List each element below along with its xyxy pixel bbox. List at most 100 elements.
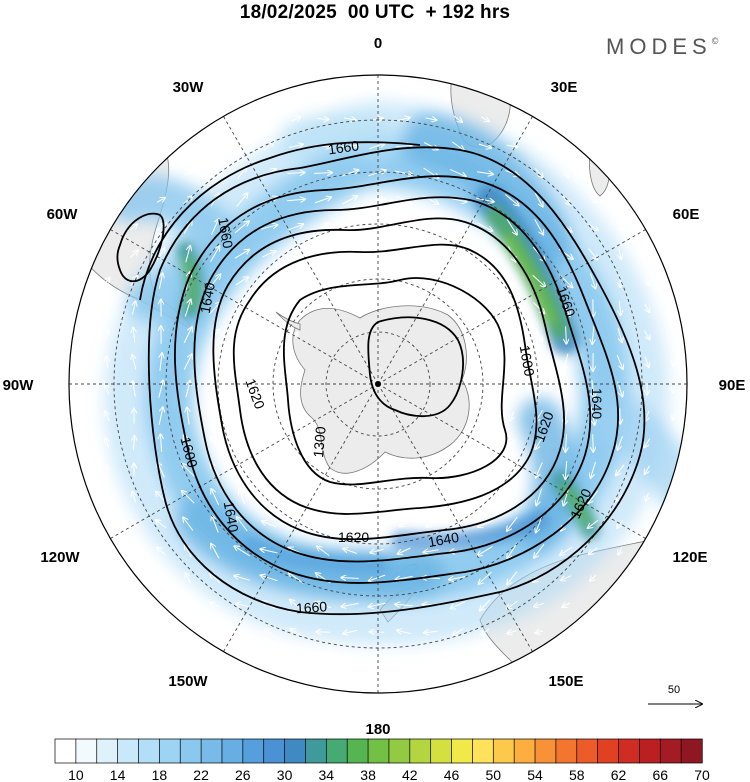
wind-arrow [341, 170, 359, 177]
wind-arrow [399, 253, 408, 256]
colorbar-swatch [680, 738, 703, 764]
wind-arrow [673, 385, 676, 392]
colorbar-label: 14 [110, 767, 126, 782]
lon-label-30w: 30W [173, 79, 205, 96]
contour-1680-loop [116, 212, 165, 283]
wind-arrow [532, 274, 546, 287]
wind-arrow [588, 519, 599, 528]
svg-text:1660: 1660 [327, 137, 360, 157]
wind-arrow [538, 355, 539, 368]
wind-arrow [563, 168, 569, 177]
wind-arrow [535, 631, 543, 633]
reference-vector-label: 50 [668, 684, 680, 696]
wind-arrow [368, 602, 386, 607]
wind-arrow [370, 632, 385, 633]
wind-arrow [214, 383, 216, 396]
south-pole-marker [375, 381, 381, 387]
wind-arrow [372, 658, 383, 661]
wind-arrow [587, 223, 598, 231]
wind-arrow [452, 523, 465, 526]
wind-arrow [345, 253, 355, 255]
wind-arrow [426, 520, 437, 526]
wind-arrow [592, 326, 594, 344]
colorbar-swatch [346, 738, 369, 764]
wind-arrow [479, 571, 492, 584]
wind-arrow [156, 520, 167, 529]
wind-arrow [454, 493, 463, 499]
colorbar-swatch [513, 738, 536, 764]
wind-arrow [341, 578, 359, 579]
wind-arrow [131, 549, 138, 554]
wind-arrow [620, 408, 621, 423]
reference-vector: 50 [648, 684, 702, 704]
wind-arrow [453, 627, 464, 635]
wind-arrow [591, 461, 596, 478]
colorbar-swatch [555, 738, 578, 764]
wind-arrow [646, 492, 649, 501]
wind-arrow [183, 171, 192, 175]
colorbar-label: 66 [653, 767, 669, 782]
wind-arrow [399, 658, 410, 660]
wind-arrow [507, 571, 518, 585]
wind-arrow [591, 407, 594, 425]
wind-arrow [318, 658, 328, 659]
wind-arrow [534, 168, 543, 177]
colorbar-label: 54 [527, 767, 543, 782]
wind-arrow [315, 602, 332, 609]
wind-arrow [211, 631, 219, 633]
wind-arrow [536, 515, 543, 533]
wind-arrow [644, 438, 651, 448]
wind-arrow [398, 223, 409, 230]
wind-arrow [449, 576, 467, 579]
brand-name: MODES [606, 34, 712, 59]
wind-arrow [618, 223, 622, 230]
wind-arrow [588, 490, 599, 503]
wind-arrow [481, 658, 489, 661]
colorbar-label: 26 [235, 767, 251, 782]
contour-1620 [193, 196, 592, 563]
contour-label: 1660 [215, 216, 236, 250]
wind-arrow [234, 576, 250, 581]
wind-arrow [618, 547, 622, 554]
wind-arrow [397, 630, 412, 633]
wind-arrow [210, 603, 221, 608]
colorbar-label: 10 [68, 767, 84, 782]
wind-arrow [564, 353, 569, 370]
colorbar-label: 62 [611, 767, 627, 782]
wind-arrow [484, 358, 487, 365]
wind-arrow [476, 197, 494, 202]
wind-arrow [644, 303, 650, 313]
wind-arrow [263, 142, 273, 151]
wind-arrows [79, 91, 676, 662]
wind-arrow [395, 576, 413, 579]
colorbar-label: 18 [152, 767, 168, 782]
colorbar-swatch [430, 738, 453, 764]
wind-arrow [507, 543, 518, 558]
wind-arrow [345, 91, 354, 93]
wind-arrow [346, 521, 355, 528]
contour-label: 1660 [295, 598, 327, 616]
wind-arrow [265, 116, 273, 123]
wind-arrow [620, 274, 621, 287]
wind-arrow [536, 462, 543, 478]
wind-arrow [266, 656, 273, 662]
wind-arrow [317, 546, 330, 556]
wind-arrow [398, 118, 409, 121]
wind-arrow [210, 246, 220, 263]
wind-arrow [291, 117, 301, 122]
wind-arrow [484, 385, 486, 392]
wind-arrow [238, 117, 246, 120]
wind-arrow [319, 91, 327, 92]
wind-arrow [290, 522, 303, 525]
wind-arrow [588, 197, 597, 203]
wind-arrow [185, 381, 190, 398]
contour-1660 [147, 146, 646, 616]
wind-arrow [186, 602, 191, 609]
colorbar-swatch [96, 738, 119, 764]
wind-arrow [507, 491, 518, 502]
colorbar-swatch [534, 738, 557, 764]
contour-1600 [232, 243, 538, 515]
wind-arrow [265, 628, 274, 636]
wind-arrow [449, 197, 466, 202]
wind-arrow [268, 439, 269, 447]
